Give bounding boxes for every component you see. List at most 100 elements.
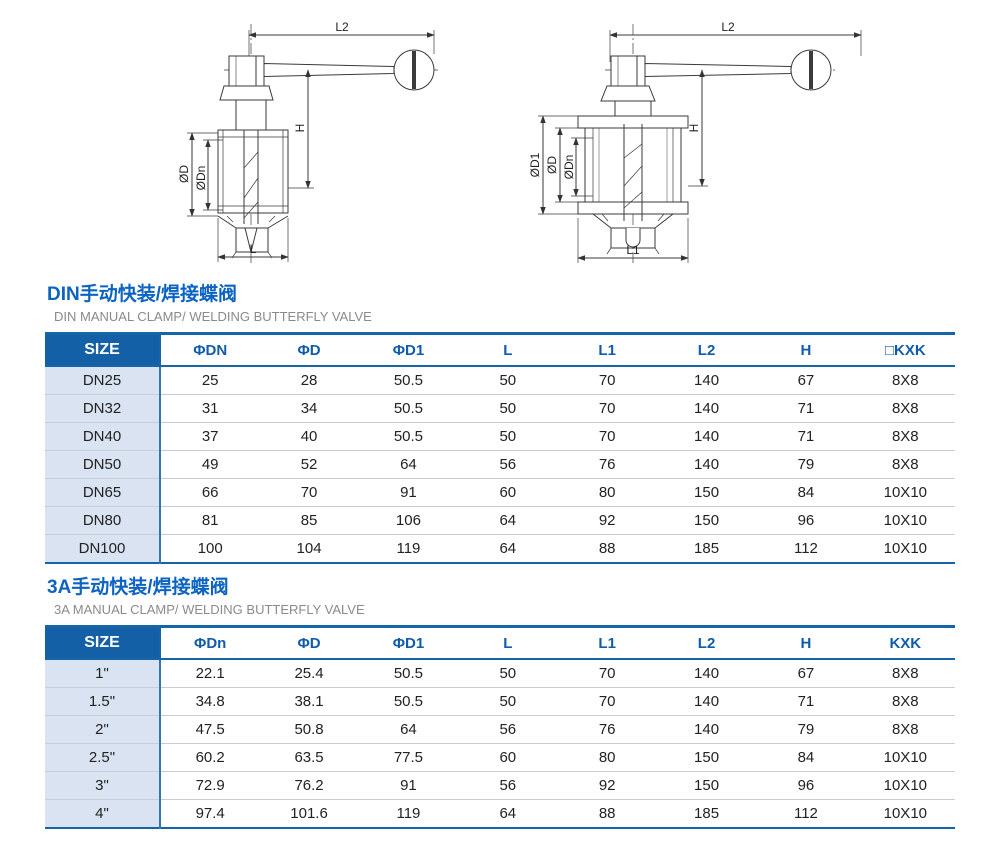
dim-label-d: ØD xyxy=(545,156,559,174)
value-cell: 10X10 xyxy=(855,534,955,563)
value-cell: 50 xyxy=(458,394,558,423)
dimension-h xyxy=(688,69,708,187)
size-cell: 4" xyxy=(45,799,161,828)
column-header: L xyxy=(458,333,558,367)
column-header: L2 xyxy=(656,626,757,660)
size-cell: 3" xyxy=(45,771,161,800)
dim-label-d1: ØD1 xyxy=(528,152,542,177)
column-header: ΦD xyxy=(259,333,359,367)
column-header: ΦDn xyxy=(160,626,260,660)
value-cell: 81 xyxy=(160,506,260,535)
value-cell: 50 xyxy=(458,365,558,395)
value-cell: 96 xyxy=(756,506,856,535)
value-cell: 185 xyxy=(656,534,757,563)
column-header: ΦD xyxy=(259,626,359,660)
table-row: DN40 37 40 50.5 50 70 140 71 8X8 xyxy=(45,422,955,451)
value-cell: 70 xyxy=(557,687,657,716)
value-cell: 67 xyxy=(756,658,856,688)
value-cell: 63.5 xyxy=(259,743,359,772)
value-cell: 10X10 xyxy=(855,799,955,828)
clamp-valve-drawing: L2 H ØD1 ØD ØDn L1 xyxy=(523,6,868,281)
value-cell: 97.4 xyxy=(160,799,260,828)
column-header: L xyxy=(458,626,558,660)
value-cell: 8X8 xyxy=(855,715,955,744)
valve-body xyxy=(217,129,289,214)
value-cell: 150 xyxy=(656,506,757,535)
value-cell: 88 xyxy=(557,534,657,563)
value-cell: 80 xyxy=(557,743,657,772)
value-cell: 56 xyxy=(458,450,558,479)
size-cell: DN65 xyxy=(45,478,161,507)
handle-mount xyxy=(610,55,646,87)
value-cell: 67 xyxy=(756,365,856,395)
value-cell: 70 xyxy=(557,365,657,395)
value-cell: 50.8 xyxy=(259,715,359,744)
value-cell: 84 xyxy=(756,743,856,772)
column-header: ΦD1 xyxy=(358,333,459,367)
table-row: 1.5" 34.8 38.1 50.5 50 70 140 71 8X8 xyxy=(45,687,955,716)
value-cell: 106 xyxy=(358,506,459,535)
value-cell: 76 xyxy=(557,450,657,479)
value-cell: 50.5 xyxy=(358,658,459,688)
size-cell: DN100 xyxy=(45,534,161,563)
value-cell: 104 xyxy=(259,534,359,563)
valve-body xyxy=(577,115,689,215)
value-cell: 56 xyxy=(458,771,558,800)
value-cell: 112 xyxy=(756,534,856,563)
value-cell: 70 xyxy=(557,422,657,451)
value-cell: 85 xyxy=(259,506,359,535)
value-cell: 96 xyxy=(756,771,856,800)
value-cell: 8X8 xyxy=(855,658,955,688)
dim-label-h: H xyxy=(293,124,307,133)
size-cell: DN80 xyxy=(45,506,161,535)
value-cell: 79 xyxy=(756,715,856,744)
value-cell: 112 xyxy=(756,799,856,828)
value-cell: 60 xyxy=(458,478,558,507)
value-cell: 140 xyxy=(656,658,757,688)
dimension-h xyxy=(288,69,314,189)
value-cell: 80 xyxy=(557,478,657,507)
value-cell: 34 xyxy=(259,394,359,423)
ball-knob xyxy=(393,49,435,91)
column-header: L1 xyxy=(557,626,657,660)
table-row: 3" 72.9 76.2 91 56 92 150 96 10X10 xyxy=(45,771,955,800)
value-cell: 25 xyxy=(160,365,260,395)
value-cell: 140 xyxy=(656,715,757,744)
value-cell: 64 xyxy=(458,534,558,563)
value-cell: 92 xyxy=(557,506,657,535)
dim-label-dn: ØDn xyxy=(194,166,208,191)
din-section-title-en: DIN MANUAL CLAMP/ WELDING BUTTERFLY VALV… xyxy=(54,309,372,324)
din-section-title-zh: DIN手动快装/焊接蝶阀 xyxy=(47,284,238,305)
table-row: 2" 47.5 50.8 64 56 76 140 79 8X8 xyxy=(45,715,955,744)
value-cell: 10X10 xyxy=(855,478,955,507)
dimension-d1 xyxy=(538,115,578,215)
value-cell: 91 xyxy=(358,478,459,507)
value-cell: 76 xyxy=(557,715,657,744)
value-cell: 71 xyxy=(756,422,856,451)
value-cell: 10X10 xyxy=(855,506,955,535)
value-cell: 8X8 xyxy=(855,450,955,479)
value-cell: 140 xyxy=(656,422,757,451)
dimension-l2 xyxy=(609,30,862,62)
dim-label-l2: L2 xyxy=(335,20,349,34)
value-cell: 140 xyxy=(656,687,757,716)
dim-label-h: H xyxy=(687,124,701,133)
value-cell: 66 xyxy=(160,478,260,507)
value-cell: 92 xyxy=(557,771,657,800)
value-cell: 60 xyxy=(458,743,558,772)
value-cell: 28 xyxy=(259,365,359,395)
value-cell: 150 xyxy=(656,771,757,800)
size-cell: DN50 xyxy=(45,450,161,479)
size-cell: 2" xyxy=(45,715,161,744)
dimension-l xyxy=(217,218,289,262)
value-cell: 101.6 xyxy=(259,799,359,828)
value-cell: 10X10 xyxy=(855,743,955,772)
table-row: 1" 22.1 25.4 50.5 50 70 140 67 8X8 xyxy=(45,658,955,688)
3a-section-title-zh: 3A手动快装/焊接蝶阀 xyxy=(47,577,229,598)
value-cell: 8X8 xyxy=(855,687,955,716)
dimension-d xyxy=(555,127,585,203)
value-cell: 8X8 xyxy=(855,394,955,423)
value-cell: 25.4 xyxy=(259,658,359,688)
value-cell: 140 xyxy=(656,394,757,423)
table-row: DN50 49 52 64 56 76 140 79 8X8 xyxy=(45,450,955,479)
